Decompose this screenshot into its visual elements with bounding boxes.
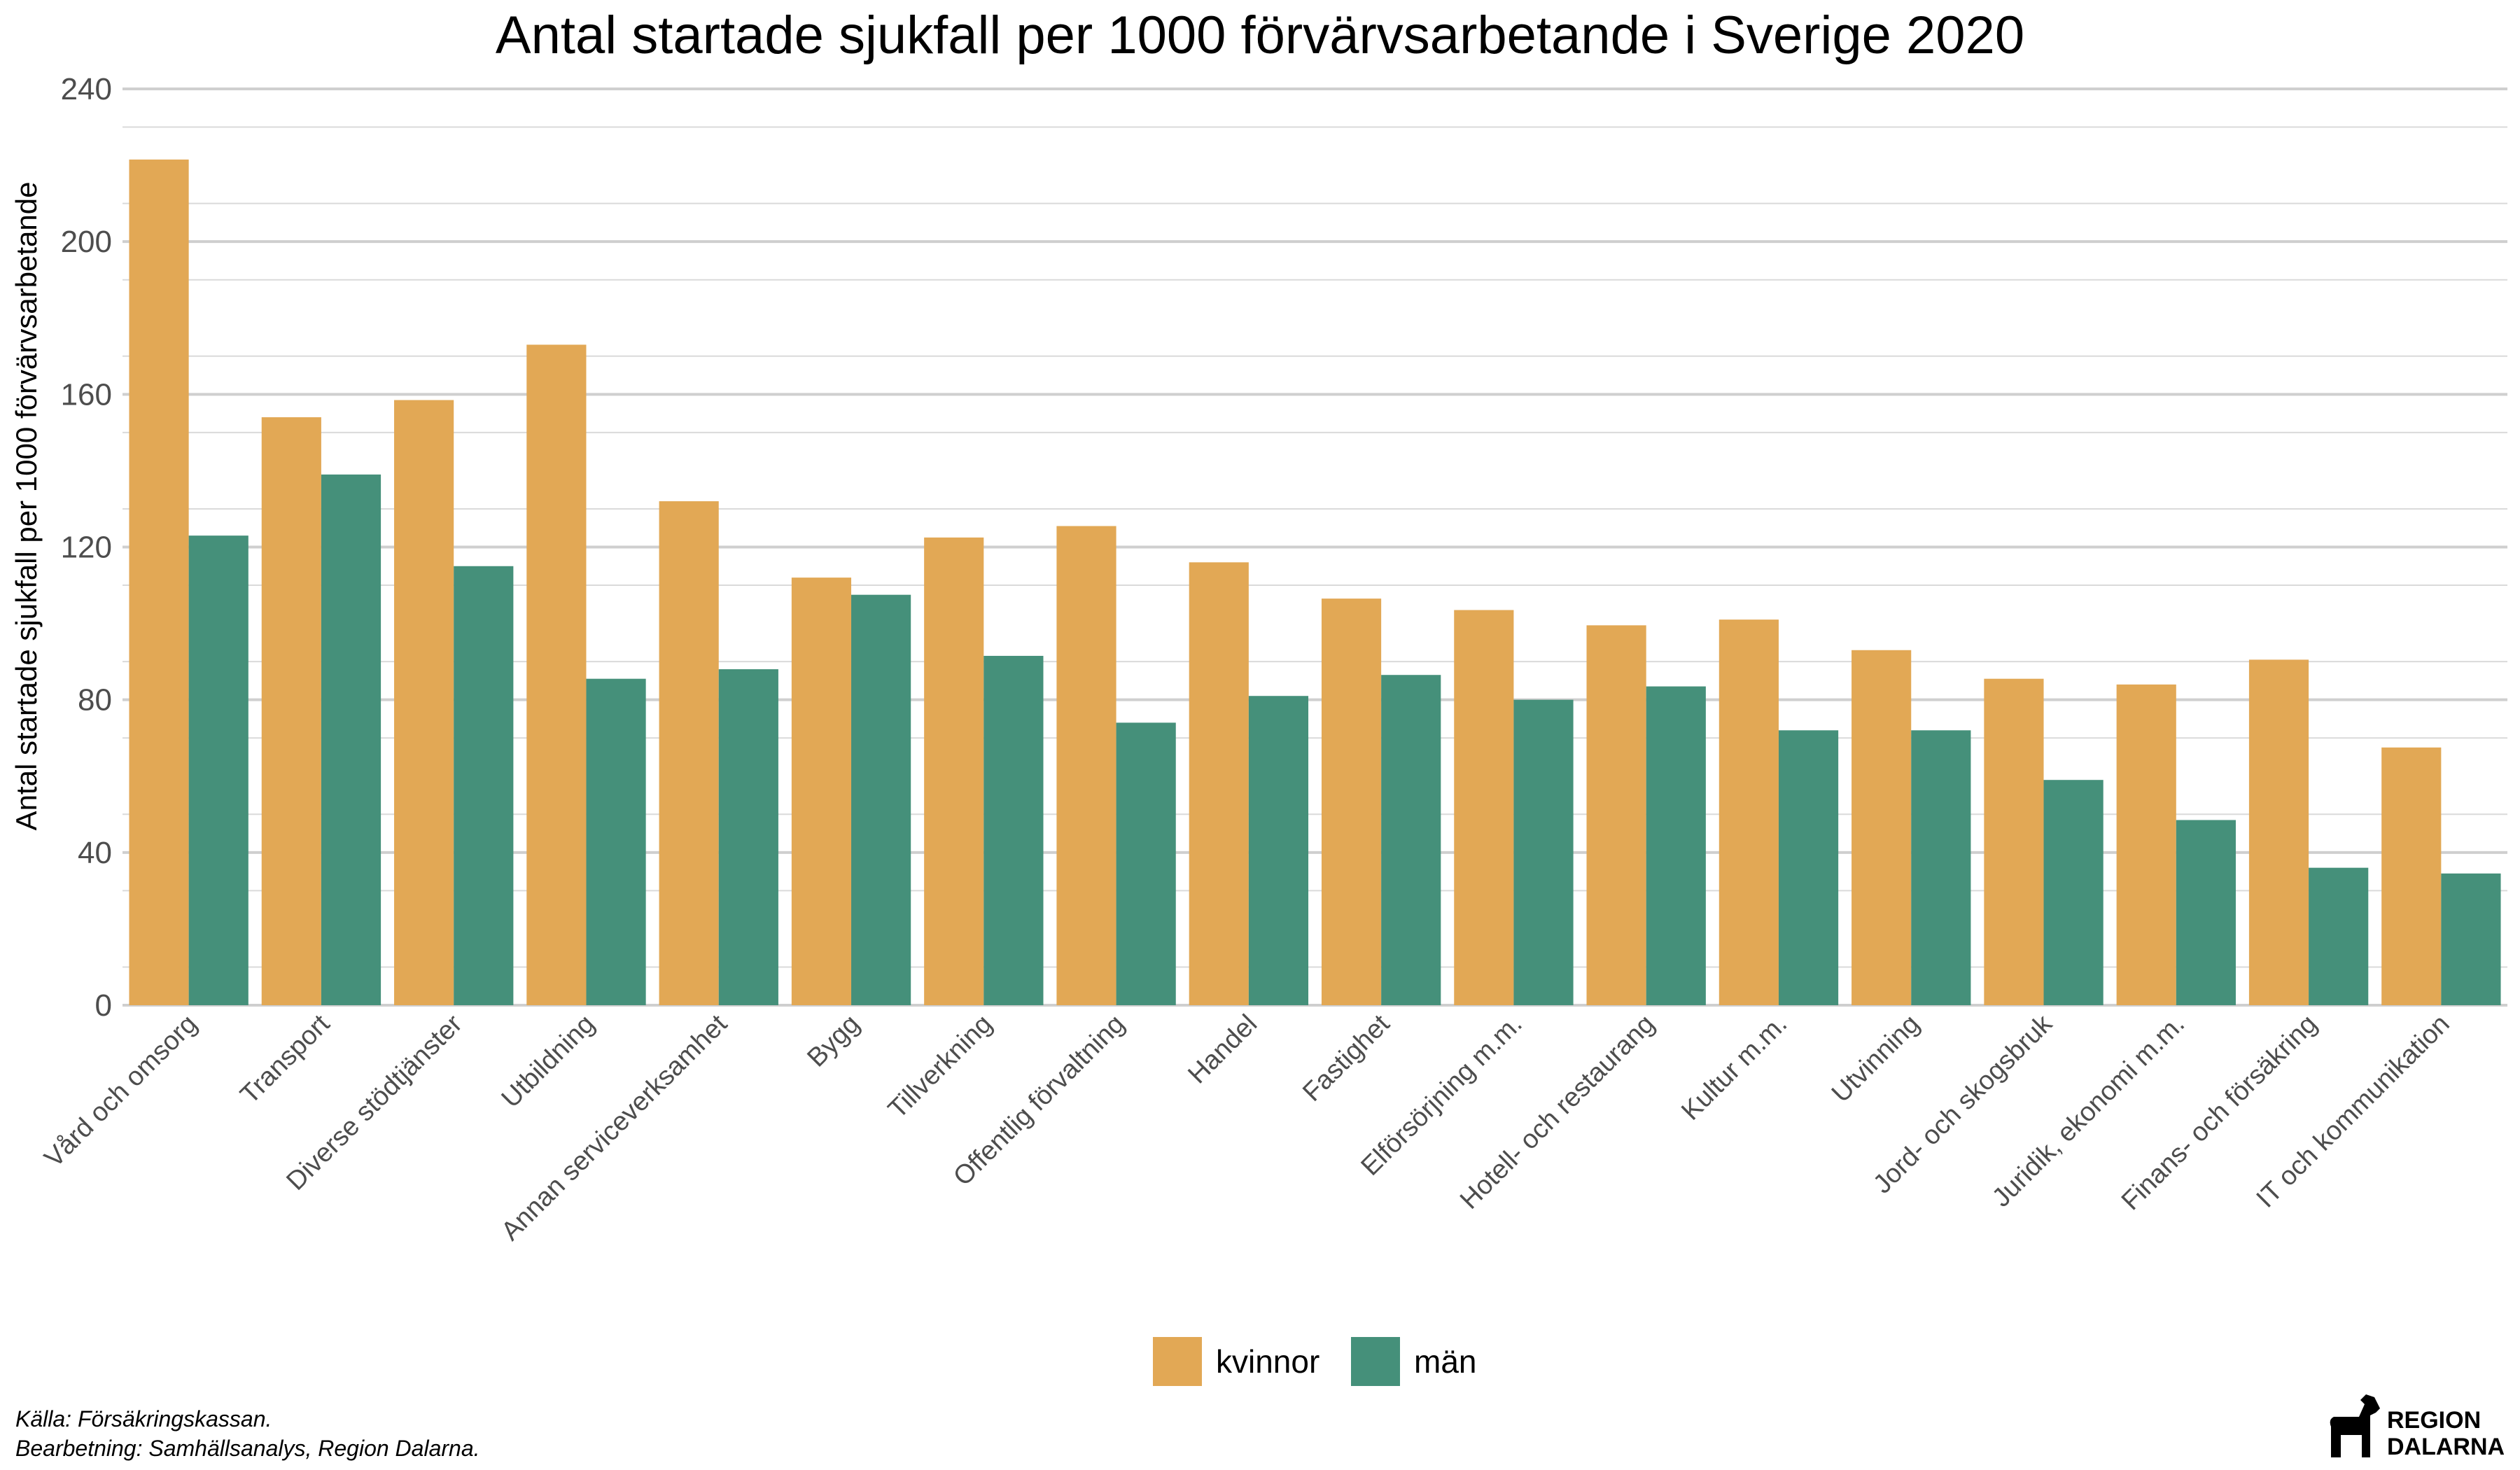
y-tick-label: 80 — [78, 683, 112, 718]
bar-kvinnor — [394, 400, 454, 1005]
bar-män — [2441, 873, 2501, 1005]
source-caption: Källa: Försäkringskassan. — [15, 1406, 272, 1432]
legend-label-kvinnor: kvinnor — [1216, 1343, 1320, 1380]
bar-kvinnor — [2248, 659, 2309, 1005]
bar-kvinnor — [791, 578, 852, 1005]
bar-kvinnor — [2116, 684, 2176, 1005]
x-tick-label: Handel — [1182, 1009, 1263, 1090]
y-tick-label: 120 — [61, 531, 112, 565]
bars — [129, 159, 2501, 1005]
x-tick-label: Fastighet — [1297, 1009, 1396, 1107]
bar-män — [983, 655, 1044, 1005]
legend-label-män: män — [1414, 1343, 1476, 1380]
bar-kvinnor — [1851, 650, 1912, 1005]
bar-kvinnor — [1984, 678, 2044, 1005]
y-tick-label: 40 — [78, 836, 112, 870]
bar-män — [1116, 722, 1176, 1005]
bar-män — [1778, 730, 1839, 1005]
bar-män — [2309, 867, 2369, 1005]
bar-kvinnor — [2381, 747, 2442, 1005]
bar-män — [321, 474, 382, 1005]
bar-kvinnor — [1056, 526, 1116, 1005]
bar-män — [2176, 820, 2236, 1005]
y-tick-label: 160 — [61, 377, 112, 412]
logo-line-2: DALARNA — [2387, 1434, 2505, 1460]
bar-män — [586, 678, 646, 1005]
bar-män — [718, 669, 778, 1005]
bar-män — [851, 594, 911, 1005]
bar-kvinnor — [261, 417, 321, 1005]
bar-kvinnor — [526, 344, 587, 1005]
x-tick-label: Bygg — [802, 1009, 865, 1073]
bar-män — [1248, 696, 1309, 1005]
bar-män — [188, 536, 248, 1005]
bar-kvinnor — [1718, 620, 1779, 1005]
legend-swatch-kvinnor — [1153, 1337, 1202, 1386]
y-tick-label: 0 — [95, 988, 112, 1023]
bar-kvinnor — [1189, 562, 1249, 1005]
x-tick-label: Utvinning — [1826, 1009, 1926, 1109]
bar-kvinnor — [924, 537, 984, 1005]
legend: kvinnor män — [1153, 1337, 1476, 1386]
legend-swatch-män — [1351, 1337, 1400, 1386]
y-axis-label: Antal startade sjukfall per 1000 förvärv… — [10, 182, 43, 831]
bar-män — [2043, 780, 2104, 1005]
bar-kvinnor — [1321, 598, 1382, 1005]
bar-män — [454, 566, 514, 1005]
bar-män — [1513, 699, 1574, 1005]
x-tick-label: Tillverkning — [883, 1009, 998, 1125]
gridlines — [122, 88, 2507, 1007]
x-tick-label: Kultur m.m. — [1676, 1009, 1793, 1126]
chart-title: Antal startade sjukfall per 1000 förvärv… — [496, 6, 2024, 65]
bar-kvinnor — [1454, 610, 1514, 1005]
processing-caption: Bearbetning: Samhällsanalys, Region Dala… — [15, 1436, 480, 1461]
bar-kvinnor — [129, 159, 189, 1005]
bar-kvinnor — [659, 501, 719, 1005]
x-tick-label: Utbildning — [496, 1009, 601, 1114]
y-tick-label: 240 — [61, 72, 112, 106]
region-dalarna-logo: REGION DALARNA — [2330, 1394, 2505, 1460]
bar-män — [1646, 686, 1706, 1005]
bar-män — [1911, 730, 1971, 1005]
x-tick-label: Transport — [235, 1009, 336, 1110]
bar-män — [1381, 675, 1441, 1005]
bar-kvinnor — [1586, 625, 1646, 1005]
dala-horse-icon — [2330, 1394, 2380, 1457]
x-tick-label: Vård och omsorg — [39, 1009, 203, 1173]
y-tick-label: 200 — [61, 225, 112, 259]
y-axis-ticks: 0 40 80 120 160 200 240 — [61, 72, 112, 1023]
logo-line-1: REGION — [2387, 1407, 2481, 1434]
x-tick-label: Annan serviceverksamhet — [496, 1009, 733, 1246]
